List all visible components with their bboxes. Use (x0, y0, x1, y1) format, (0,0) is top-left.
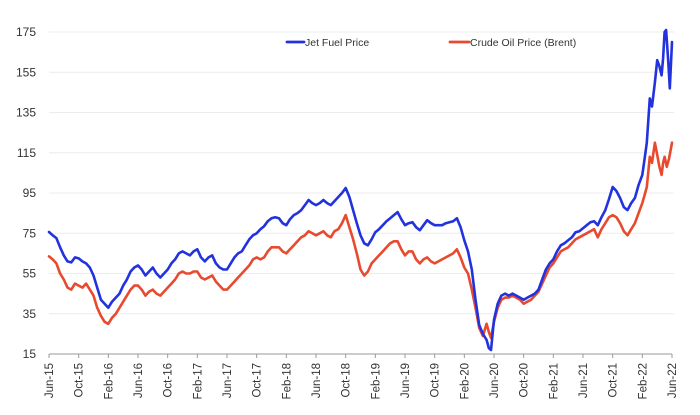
x-axis: Jun-15 Oct-15 Feb-16 Jun-16 Oct-16 Feb-17 Jun-… (44, 353, 679, 399)
y-tick-label: 15 (23, 347, 37, 361)
series-lines (47, 28, 674, 352)
y-tick-label: 35 (23, 307, 37, 321)
x-tick-label: Oct-17 (252, 363, 264, 398)
y-axis-ticks: 15 35 55 75 95 115 135 155 175 (16, 25, 36, 361)
y-tick-label: 95 (23, 186, 37, 200)
y-tick-label: 135 (16, 106, 36, 120)
x-tick-label: Oct-16 (163, 363, 175, 398)
legend-label-jet-fuel: Jet Fuel Price (305, 37, 369, 49)
y-tick-label: 55 (23, 267, 37, 281)
x-tick-label: Jun-20 (489, 363, 501, 398)
x-tick-label: Feb-21 (548, 363, 560, 399)
series-line-jet-fuel (47, 28, 674, 352)
x-tick-label: Feb-19 (370, 363, 382, 399)
x-tick-label: Oct-18 (341, 363, 353, 398)
x-tick-label: Feb-17 (192, 363, 204, 399)
y-tick-label: 155 (16, 65, 36, 79)
gridlines (49, 31, 674, 315)
x-tick-label: Feb-16 (103, 363, 115, 399)
x-tick-label: Jun-15 (44, 363, 56, 398)
legend-item-crude-oil: Crude Oil Price (Brent) (448, 37, 576, 49)
x-tick-label: Jun-16 (133, 363, 145, 398)
legend-item-jet-fuel: Jet Fuel Price (285, 37, 369, 49)
x-tick-label: Jun-18 (311, 363, 323, 398)
y-tick-label: 175 (16, 25, 36, 39)
legend-label-crude-oil: Crude Oil Price (Brent) (470, 37, 576, 49)
x-tick-label: Jun-19 (400, 363, 412, 398)
x-tick-label: Jun-21 (578, 363, 590, 398)
x-tick-label: Feb-22 (637, 363, 649, 399)
x-tick-label: Oct-19 (430, 363, 442, 398)
x-tick-label: Oct-15 (74, 363, 86, 398)
legend: Jet Fuel Price Crude Oil Price (Brent) (285, 37, 576, 49)
x-tick-label: Oct-21 (608, 363, 620, 398)
x-tick-label: Oct-20 (519, 363, 531, 398)
x-tick-label: Feb-18 (281, 363, 293, 399)
x-tick-label: Jun-22 (667, 363, 679, 398)
series-line-crude-oil (47, 141, 674, 340)
y-tick-label: 75 (23, 226, 37, 240)
x-tick-label: Feb-20 (459, 363, 471, 399)
y-tick-label: 115 (17, 146, 36, 160)
x-tick-label: Jun-17 (222, 363, 234, 398)
